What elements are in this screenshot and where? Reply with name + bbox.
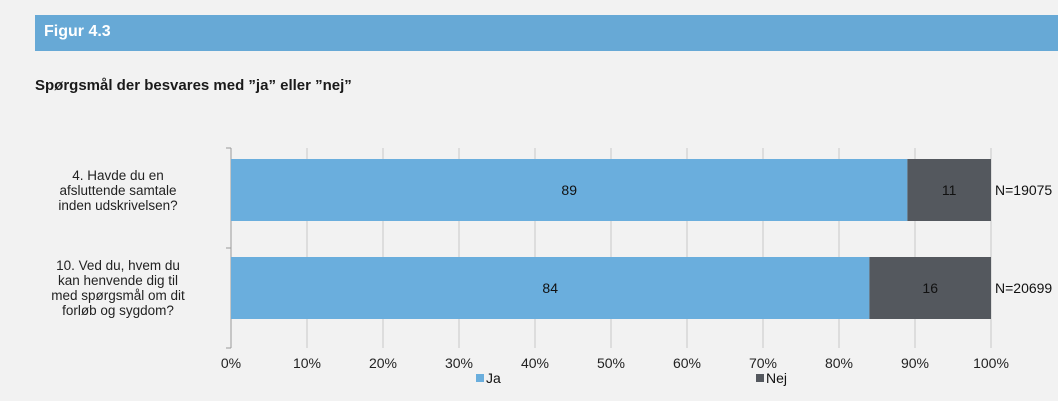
n-label: N=20699 bbox=[995, 280, 1052, 296]
x-tick-label: 90% bbox=[901, 355, 929, 371]
x-tick-label: 20% bbox=[369, 355, 397, 371]
bar-ja bbox=[231, 257, 870, 319]
category-label-line: 4. Havde du en bbox=[72, 167, 164, 183]
figure-label: Figur 4.3 bbox=[44, 23, 111, 40]
data-label: 11 bbox=[942, 182, 957, 198]
x-tick-label: 80% bbox=[825, 355, 853, 371]
n-label: N=19075 bbox=[995, 182, 1052, 198]
category-label-line: inden udskrivelsen? bbox=[58, 197, 178, 213]
legend-swatch-nej bbox=[756, 374, 764, 382]
category-label: 10. Ved du, hvem du kan henvende dig til m… bbox=[18, 258, 218, 318]
data-label: 89 bbox=[561, 182, 577, 198]
legend-label-nej: Nej bbox=[766, 370, 787, 386]
x-tick-label: 50% bbox=[597, 355, 625, 371]
chart-title: Spørgsmål der besvares med ”ja” eller ”n… bbox=[35, 77, 352, 94]
category-label-line: forløb og sygdom? bbox=[62, 303, 174, 318]
x-tick-label: 100% bbox=[973, 355, 1009, 371]
x-tick-label: 40% bbox=[521, 355, 549, 371]
bar-nej bbox=[869, 257, 991, 319]
x-tick-label: 30% bbox=[445, 355, 473, 371]
x-tick-label: 70% bbox=[749, 355, 777, 371]
x-tick-label: 10% bbox=[293, 355, 321, 371]
bar-ja bbox=[231, 159, 908, 221]
category-label: 4. Havde du en afsluttende samtale inden u… bbox=[18, 168, 218, 213]
legend-label-ja: Ja bbox=[486, 370, 501, 386]
category-label-line: med spørgsmål om dit bbox=[51, 288, 185, 303]
x-tick-label: 0% bbox=[221, 355, 241, 371]
bar-nej bbox=[907, 159, 991, 221]
category-label-line: kan henvende dig til bbox=[57, 273, 179, 288]
category-label-line: afsluttende samtale bbox=[59, 182, 177, 198]
x-tick-label: 60% bbox=[673, 355, 701, 371]
figure-header-bar: Figur 4.3 bbox=[35, 15, 1058, 51]
legend-swatch-ja bbox=[476, 374, 484, 382]
data-label: 16 bbox=[922, 280, 938, 296]
data-label: 84 bbox=[542, 280, 558, 296]
category-label-line: 10. Ved du, hvem du bbox=[56, 258, 180, 273]
